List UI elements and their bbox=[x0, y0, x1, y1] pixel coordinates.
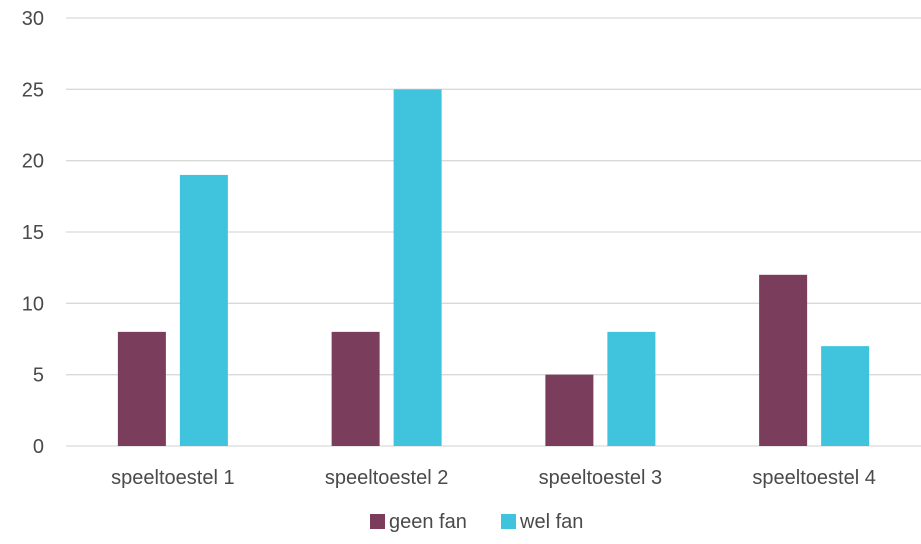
bar-wel-fan-4 bbox=[821, 346, 870, 446]
bars bbox=[117, 89, 870, 446]
bar-wel-fan-3 bbox=[607, 331, 656, 446]
bar-wel-fan-1 bbox=[179, 174, 228, 446]
legend-swatch-wel-fan bbox=[501, 514, 516, 529]
y-axis-tick-labels: 0 5 10 15 20 25 30 bbox=[22, 8, 44, 458]
y-tick-label: 15 bbox=[22, 222, 44, 244]
y-tick-label: 0 bbox=[33, 436, 44, 458]
x-category-label: speeltoestel 1 bbox=[111, 467, 234, 489]
y-tick-label: 20 bbox=[22, 151, 44, 173]
bar-wel-fan-2 bbox=[393, 89, 442, 446]
bar-geen-fan-3 bbox=[545, 374, 594, 446]
legend-swatch-geen-fan bbox=[370, 514, 385, 529]
x-category-label: speeltoestel 4 bbox=[752, 467, 875, 489]
y-tick-label: 10 bbox=[22, 293, 44, 315]
x-axis-category-labels: speeltoestel 1 speeltoestel 2 speeltoestel… bbox=[111, 467, 876, 489]
x-category-label: speeltoestel 2 bbox=[325, 467, 448, 489]
y-tick-label: 25 bbox=[22, 79, 44, 101]
y-tick-label: 5 bbox=[33, 365, 44, 387]
legend-label-geen-fan: geen fan bbox=[389, 511, 467, 533]
y-tick-label: 30 bbox=[22, 8, 44, 30]
x-category-label: speeltoestel 3 bbox=[539, 467, 662, 489]
legend-label-wel-fan: wel fan bbox=[519, 511, 583, 533]
bar-geen-fan-4 bbox=[759, 274, 808, 446]
bar-geen-fan-2 bbox=[331, 331, 380, 446]
legend: geen fan wel fan bbox=[370, 511, 583, 533]
bar-geen-fan-1 bbox=[117, 331, 166, 446]
